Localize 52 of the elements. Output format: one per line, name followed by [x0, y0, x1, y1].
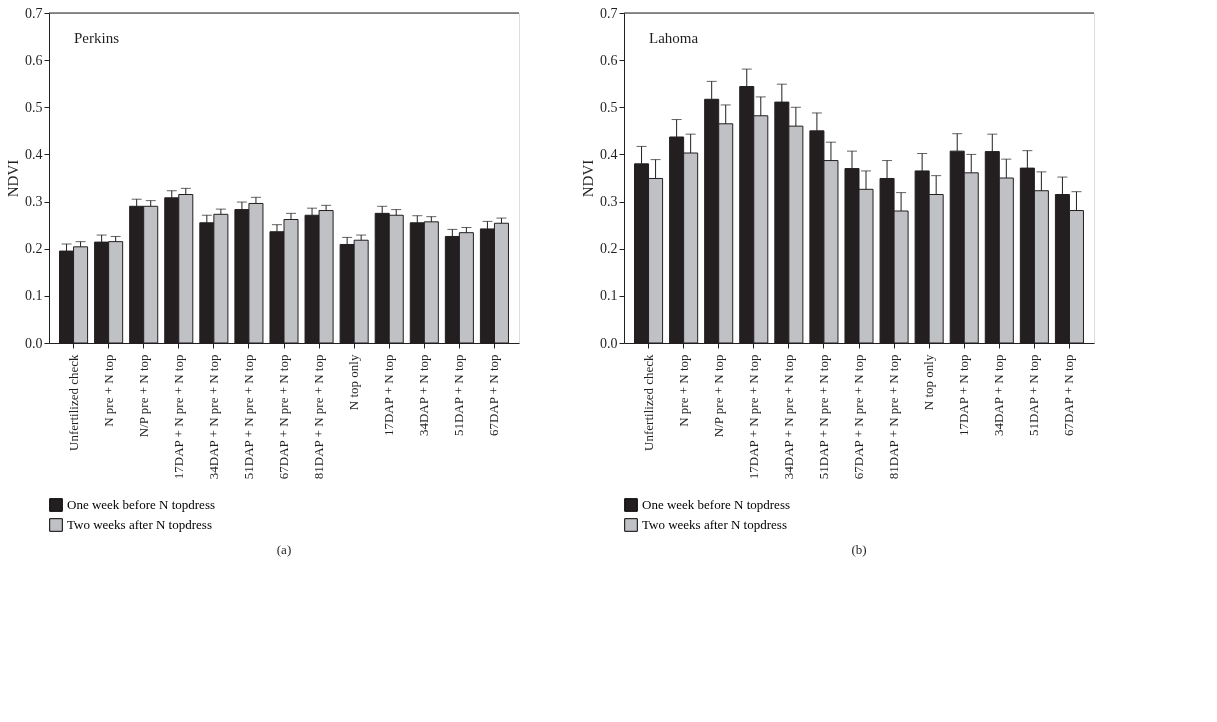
x-tick-label: Unfertilized check — [640, 354, 656, 451]
legend-label: One week before N topdress — [642, 497, 791, 512]
annotation: Perkins — [74, 30, 120, 46]
x-tick-label: 17DAP + N pre + N top — [170, 354, 186, 480]
y-tick-label: 0.4 — [600, 146, 618, 162]
x-tick-label: 34DAP + N top — [991, 354, 1007, 437]
x-tick-label: 51DAP + N pre + N top — [240, 354, 256, 480]
x-tick-label: 17DAP + N pre + N top — [745, 354, 761, 480]
y-tick-label: 0.6 — [600, 52, 618, 68]
y-tick-label: 0.1 — [25, 288, 43, 304]
y-axis-title: NDVI — [5, 159, 21, 198]
x-tick-label: N/P pre + N top — [710, 354, 726, 438]
x-tick-label: Unfertilized check — [65, 354, 81, 451]
y-tick-label: 0.1 — [600, 288, 618, 304]
x-tick-label: N pre + N top — [100, 354, 116, 427]
x-tick-label: 17DAP + N top — [381, 354, 397, 437]
x-tick-label: 67DAP + N top — [1061, 354, 1077, 437]
x-tick-label: N/P pre + N top — [135, 354, 151, 438]
y-axis-title: NDVI — [580, 159, 596, 198]
x-tick-label: 34DAP + N pre + N top — [780, 354, 796, 480]
x-tick-label: 81DAP + N pre + N top — [311, 354, 327, 480]
text: 0.0 — [600, 335, 618, 351]
text: (b) — [851, 542, 867, 557]
x-tick-label: 81DAP + N pre + N top — [886, 354, 902, 480]
y-tick-label: 0.3 — [600, 194, 618, 210]
y-tick-label: 0.5 — [600, 99, 618, 115]
y-tick-label: 0.2 — [25, 241, 43, 257]
legend-label: One week before N topdress — [67, 497, 216, 512]
x-tick-label: 34DAP + N pre + N top — [205, 354, 221, 480]
annotation: Lahoma — [649, 30, 699, 46]
legend-label: Two weeks after N topdress — [642, 517, 787, 532]
x-tick-label: 51DAP + N pre + N top — [815, 354, 831, 480]
x-tick-label: N top only — [921, 354, 937, 411]
x-tick-label: 67DAP + N pre + N top — [851, 354, 866, 480]
legend-label: Two weeks after N topdress — [67, 517, 212, 532]
y-tick-label: 0.7 — [600, 5, 618, 21]
text: 0.0 — [25, 335, 43, 351]
text: (a) — [276, 542, 292, 557]
x-tick-label: 51DAP + N top — [451, 354, 467, 437]
y-tick-label: 0.3 — [25, 194, 43, 210]
y-tick-label: 0.6 — [25, 52, 43, 68]
y-tick-label: 0.7 — [25, 5, 43, 21]
x-tick-label: 17DAP + N top — [956, 354, 972, 437]
x-tick-label: 67DAP + N top — [486, 354, 502, 437]
y-tick-label: 0.4 — [25, 146, 43, 162]
x-tick-label: 51DAP + N top — [1026, 354, 1042, 437]
x-tick-label: 34DAP + N top — [416, 354, 432, 437]
y-tick-label: 0.2 — [600, 241, 618, 257]
x-tick-label: 67DAP + N pre + N top — [276, 354, 291, 480]
x-tick-label: N pre + N top — [675, 354, 691, 427]
x-tick-label: N top only — [346, 354, 362, 411]
y-tick-label: 0.5 — [25, 99, 43, 115]
